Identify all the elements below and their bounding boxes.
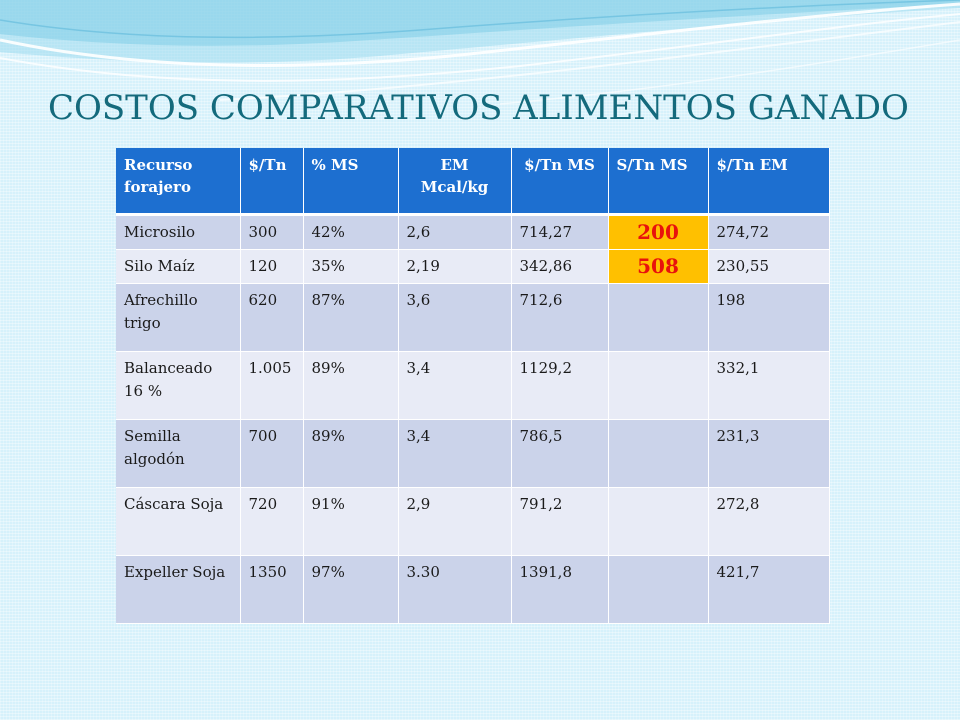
cell-price-ms: 786,5 [511, 419, 609, 488]
decorative-waves [0, 0, 960, 105]
cell-em: 3,6 [398, 283, 512, 352]
cell-price: 1.005 [240, 351, 304, 420]
cell-price-ms: 342,86 [511, 249, 609, 284]
cell-s-tn-ms [608, 487, 709, 556]
header-em-mcal-kg: EM Mcal/kg [398, 148, 512, 216]
cell-ms: 42% [303, 214, 399, 250]
cell-price-em: 421,7 [708, 555, 830, 624]
cell-s-tn-ms [608, 351, 709, 420]
cell-resource: Silo Maíz [116, 249, 241, 284]
cell-price-em: 272,8 [708, 487, 830, 556]
cost-comparison-table: Recurso forajero $/Tn % MS EM Mcal/kg $/… [116, 148, 830, 624]
header-price-per-tn: $/Tn [240, 148, 304, 216]
cell-ms: 35% [303, 249, 399, 284]
cell-s-tn-ms [608, 283, 709, 352]
cell-price-em: 231,3 [708, 419, 830, 488]
cell-price-ms: 791,2 [511, 487, 609, 556]
cell-price-em: 332,1 [708, 351, 830, 420]
cell-em: 2,9 [398, 487, 512, 556]
table-row: Cáscara Soja 720 91% 2,9 791,2 272,8 [116, 487, 830, 556]
cell-price: 700 [240, 419, 304, 488]
table-row: Microsilo 300 42% 2,6 714,27 200 274,72 [116, 214, 830, 250]
cell-resource: Expeller Soja [116, 555, 241, 624]
cell-em: 3.30 [398, 555, 512, 624]
cell-resource: Cáscara Soja [116, 487, 241, 556]
cell-em: 3,4 [398, 351, 512, 420]
cell-highlight: 508 [608, 249, 709, 284]
slide-title: COSTOS COMPARATIVOS ALIMENTOS GANADO [48, 88, 909, 128]
cell-price: 620 [240, 283, 304, 352]
cell-ms: 87% [303, 283, 399, 352]
cell-em: 2,6 [398, 214, 512, 250]
cell-s-tn-ms [608, 419, 709, 488]
cell-price-ms: 1129,2 [511, 351, 609, 420]
cell-highlight: 200 [608, 214, 709, 250]
cell-resource: Afrechillo trigo [116, 283, 241, 352]
cell-ms: 97% [303, 555, 399, 624]
cell-price-em: 230,55 [708, 249, 830, 284]
header-percent-ms: % MS [303, 148, 399, 216]
cell-price-ms: 712,6 [511, 283, 609, 352]
table-row: Expeller Soja 1350 97% 3.30 1391,8 421,7 [116, 555, 830, 624]
cell-ms: 89% [303, 351, 399, 420]
table-row: Afrechillo trigo 620 87% 3,6 712,6 198 [116, 283, 830, 352]
header-s-per-tn-ms: S/Tn MS [608, 148, 709, 216]
cell-resource: Balanceado 16 % [116, 351, 241, 420]
cell-price-ms: 1391,8 [511, 555, 609, 624]
header-price-per-tn-em: $/Tn EM [708, 148, 830, 216]
cell-price-ms: 714,27 [511, 214, 609, 250]
cell-em: 2,19 [398, 249, 512, 284]
cell-em: 3,4 [398, 419, 512, 488]
cell-price: 1350 [240, 555, 304, 624]
table-row: Semilla algodón 700 89% 3,4 786,5 231,3 [116, 419, 830, 488]
cell-price-em: 274,72 [708, 214, 830, 250]
cell-price-em: 198 [708, 283, 830, 352]
table-row: Silo Maíz 120 35% 2,19 342,86 508 230,55 [116, 249, 830, 284]
header-recurso-forajero: Recurso forajero [116, 148, 241, 216]
table-header-row: Recurso forajero $/Tn % MS EM Mcal/kg $/… [116, 148, 830, 216]
cell-price: 720 [240, 487, 304, 556]
table-row: Balanceado 16 % 1.005 89% 3,4 1129,2 332… [116, 351, 830, 420]
cell-price: 300 [240, 214, 304, 250]
cell-s-tn-ms [608, 555, 709, 624]
cell-price: 120 [240, 249, 304, 284]
header-price-per-tn-ms: $/Tn MS [511, 148, 609, 216]
cell-resource: Semilla algodón [116, 419, 241, 488]
cell-resource: Microsilo [116, 214, 241, 250]
cell-ms: 89% [303, 419, 399, 488]
cell-ms: 91% [303, 487, 399, 556]
